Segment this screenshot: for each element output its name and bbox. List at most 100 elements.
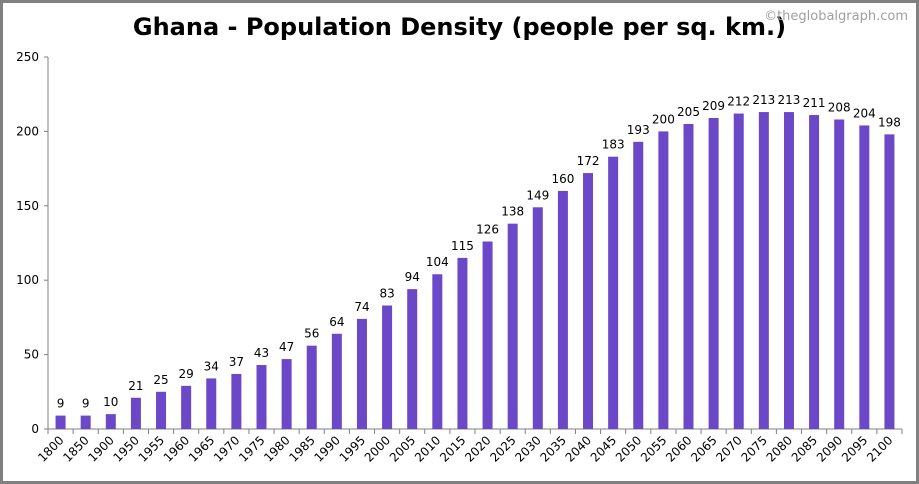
x-tick-label-2090: 2090 [814, 433, 845, 464]
x-tick-label-1975: 1975 [236, 433, 267, 464]
data-label-2090: 208 [828, 100, 851, 114]
x-tick-label-1800: 1800 [35, 433, 66, 464]
x-tick-label-1985: 1985 [286, 433, 317, 464]
x-tick-label-1980: 1980 [261, 433, 292, 464]
x-tick-label-2035: 2035 [538, 433, 569, 464]
bar-2030 [532, 207, 543, 429]
bar-2055 [658, 131, 669, 429]
bar-1900 [105, 414, 116, 429]
x-tick-label-2050: 2050 [613, 433, 644, 464]
bar-2100 [884, 134, 895, 429]
y-tick-label: 50 [24, 348, 39, 362]
bar-1960 [181, 385, 192, 429]
bar-2080 [783, 112, 794, 429]
bar-1965 [206, 378, 217, 429]
x-tick-label-1955: 1955 [136, 433, 167, 464]
data-label-2065: 209 [702, 99, 725, 113]
data-label-1970: 37 [229, 355, 244, 369]
data-label-2085: 211 [803, 96, 826, 110]
x-tick-label-1900: 1900 [85, 433, 116, 464]
x-tick-label-2020: 2020 [462, 433, 493, 464]
x-tick-label-2040: 2040 [563, 433, 594, 464]
data-label-2075: 213 [752, 93, 775, 107]
watermark: ©theglobalgraph.com [764, 9, 908, 24]
data-label-2005: 94 [405, 270, 420, 284]
bar-2070 [733, 113, 744, 429]
data-label-2010: 104 [426, 255, 449, 269]
chart-plot: 0 50 100 150 200 250 9 1800 9 1850 10 1900 21 1950 25 1… [16, 50, 903, 465]
data-label-2020: 126 [476, 223, 499, 237]
data-label-2050: 193 [627, 123, 650, 137]
data-label-1950: 21 [128, 379, 143, 393]
x-tick-label-2010: 2010 [412, 433, 443, 464]
bar-1985 [306, 345, 317, 429]
x-tick-label-1970: 1970 [211, 433, 242, 464]
x-tick-label-2095: 2095 [839, 433, 870, 464]
x-tick-label-1950: 1950 [111, 433, 142, 464]
data-label-1990: 64 [329, 315, 344, 329]
bar-1950 [130, 397, 141, 429]
data-label-2030: 149 [526, 188, 549, 202]
data-label-2095: 204 [853, 106, 876, 120]
y-tick-label: 200 [16, 124, 39, 138]
data-label-1965: 34 [204, 359, 219, 373]
x-tick-label-2015: 2015 [437, 433, 468, 464]
data-label-1980: 47 [279, 340, 294, 354]
x-tick-label-2080: 2080 [764, 433, 795, 464]
bar-2050 [633, 141, 644, 430]
bar-2065 [708, 118, 719, 430]
bar-2000 [382, 305, 393, 429]
x-tick-label-2085: 2085 [789, 433, 820, 464]
data-label-2000: 83 [379, 286, 394, 300]
data-label-2070: 212 [727, 95, 750, 109]
data-label-2080: 213 [778, 93, 801, 107]
bar-2035 [557, 190, 568, 429]
data-label-1995: 74 [354, 300, 369, 314]
data-label-1955: 25 [153, 373, 168, 387]
data-label-1850: 9 [82, 397, 90, 411]
bar-2095 [859, 125, 870, 429]
x-tick-label-2070: 2070 [713, 433, 744, 464]
bar-1980 [281, 359, 292, 429]
bar-2015 [457, 257, 468, 429]
bar-2020 [482, 241, 493, 429]
x-tick-label-1850: 1850 [60, 433, 91, 464]
y-tick-label: 0 [31, 422, 39, 436]
y-tick-label: 100 [16, 273, 39, 287]
x-tick-label-2030: 2030 [512, 433, 543, 464]
x-tick-label-2005: 2005 [387, 433, 418, 464]
x-tick-label-1995: 1995 [337, 433, 368, 464]
bar-2025 [507, 223, 518, 429]
data-label-2015: 115 [451, 239, 474, 253]
data-label-2055: 200 [652, 112, 675, 126]
data-label-1985: 56 [304, 327, 319, 341]
x-tick-label-2055: 2055 [638, 433, 669, 464]
bar-1970 [231, 373, 242, 429]
data-label-2025: 138 [501, 205, 524, 219]
bar-1975 [256, 365, 267, 429]
data-label-1800: 9 [57, 397, 65, 411]
x-tick-label-2065: 2065 [688, 433, 719, 464]
data-label-1975: 43 [254, 346, 269, 360]
bar-1995 [356, 318, 367, 429]
y-tick-label: 250 [16, 50, 39, 64]
x-tick-label-2075: 2075 [738, 433, 769, 464]
bar-2010 [432, 274, 443, 429]
bar-1990 [331, 333, 342, 429]
x-tick-label-1990: 1990 [311, 433, 342, 464]
bar-2085 [809, 115, 820, 430]
data-label-2100: 198 [878, 115, 901, 129]
bar-1850 [80, 415, 91, 429]
bar-2005 [407, 289, 418, 429]
data-label-2045: 183 [602, 138, 625, 152]
y-tick-label: 150 [16, 199, 39, 213]
bar-1800 [55, 415, 66, 429]
x-tick-label-2100: 2100 [864, 433, 895, 464]
bar-1955 [156, 391, 167, 429]
bar-2075 [758, 112, 769, 429]
data-label-1960: 29 [179, 367, 194, 381]
bar-2045 [608, 156, 619, 430]
x-tick-label-2025: 2025 [487, 433, 518, 464]
x-tick-label-2060: 2060 [663, 433, 694, 464]
chart-title: Ghana - Population Density (people per s… [132, 13, 787, 41]
